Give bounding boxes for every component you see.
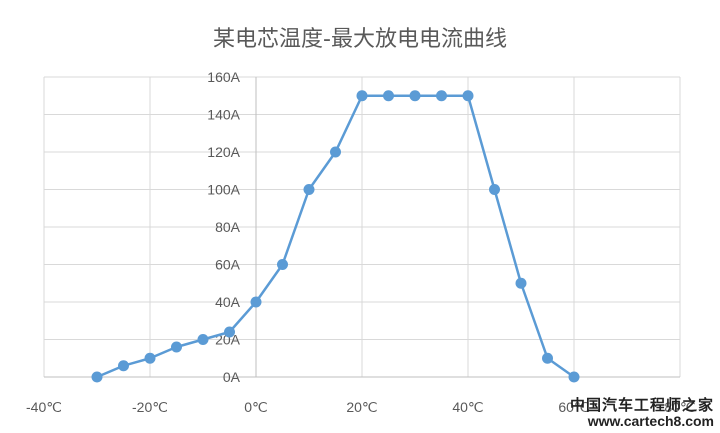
y-tick-label: 80A	[215, 219, 241, 235]
data-point	[303, 184, 315, 195]
data-point	[515, 277, 527, 289]
data-point	[568, 371, 580, 383]
x-tick-label: 0℃	[244, 399, 268, 415]
chart-title: 某电芯温度-最大放电电流曲线	[213, 27, 507, 52]
y-tick-label: 60A	[215, 257, 241, 273]
data-point	[383, 90, 394, 102]
data-point	[118, 360, 129, 372]
watermark: 中国汽车工程师之家 www.cartech8.com	[570, 397, 714, 429]
data-point	[250, 296, 262, 308]
data-point	[462, 90, 474, 102]
data-point	[91, 371, 103, 383]
x-tick-labels: -40℃ -20℃ 0℃ 20℃ 40℃ 60℃ 80℃	[26, 399, 696, 415]
x-tick-label: 40℃	[452, 399, 483, 415]
watermark-url: www.cartech8.com	[587, 413, 714, 429]
y-tick-label: 160A	[207, 69, 240, 85]
grid	[43, 76, 681, 377]
x-tick-label: 60℃	[558, 399, 589, 415]
y-tick-label: 0A	[223, 369, 241, 385]
y-tick-label: 120A	[207, 144, 240, 160]
data-point	[330, 146, 341, 158]
x-tick-label: 80℃	[664, 399, 695, 415]
x-tick-label: -40℃	[26, 399, 62, 415]
data-point	[489, 184, 500, 195]
data-point	[171, 341, 182, 353]
x-tick-label: 20℃	[346, 399, 377, 415]
data-point	[436, 90, 447, 102]
series-group	[91, 90, 580, 383]
data-point	[197, 334, 209, 345]
y-tick-label: 100A	[207, 182, 240, 198]
data-point	[277, 259, 288, 270]
data-point	[224, 326, 235, 338]
data-point	[356, 90, 368, 102]
data-point	[144, 352, 156, 364]
data-point	[542, 352, 553, 364]
y-tick-label: 140A	[207, 107, 240, 123]
x-tick-label: -20℃	[132, 399, 168, 415]
watermark-site-name: 中国汽车工程师之家	[569, 396, 714, 414]
series-line	[96, 94, 575, 379]
data-point	[409, 90, 421, 102]
y-tick-label: 40A	[215, 294, 241, 310]
